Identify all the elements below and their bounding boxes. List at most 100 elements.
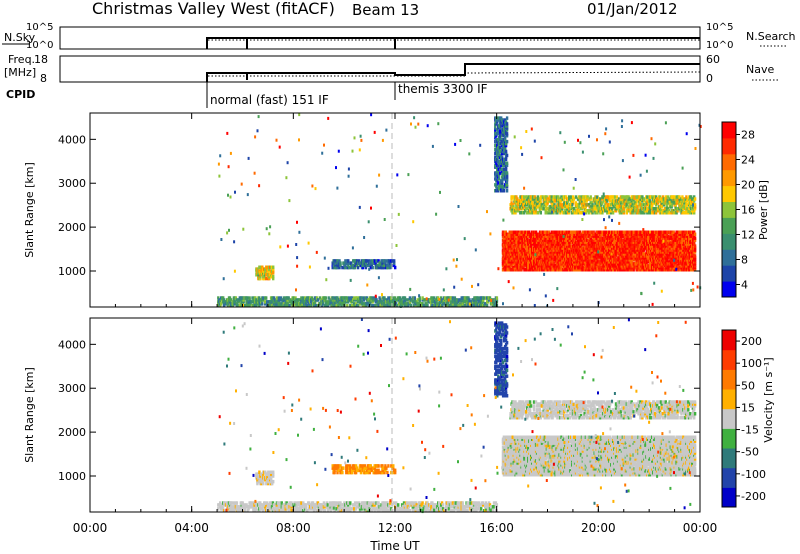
range-gate-cell <box>649 240 652 244</box>
range-gate-cell <box>693 260 697 264</box>
range-gate-cell <box>597 234 600 238</box>
range-gate-cell <box>407 298 411 302</box>
range-gate-cell <box>677 258 680 262</box>
range-gate-cell <box>692 238 695 242</box>
range-gate-cell <box>608 205 611 209</box>
range-gate-cell <box>664 244 668 248</box>
range-gate-cell <box>350 265 353 270</box>
range-gate-cell <box>300 298 303 302</box>
range-gate-cell <box>585 199 588 203</box>
range-gate-cell <box>356 300 360 304</box>
range-gate-cell <box>547 238 550 242</box>
range-gate-cell <box>533 201 537 205</box>
range-gate-cell <box>536 201 540 205</box>
range-gate-cell <box>440 296 443 300</box>
range-gate-cell <box>225 300 229 304</box>
range-gate-cell <box>581 250 585 254</box>
range-gate-cell <box>602 248 605 252</box>
range-gate-cell <box>604 209 607 213</box>
range-gate-cell <box>587 211 590 215</box>
range-gate-cell <box>598 199 601 203</box>
range-gate-cell <box>399 298 403 302</box>
range-gate-cell <box>639 246 642 250</box>
range-gate-cell <box>624 260 628 264</box>
range-gate-cell <box>550 195 553 199</box>
range-gate-cell <box>304 296 307 300</box>
range-gate-cell <box>613 195 617 199</box>
range-gate-cell <box>302 298 305 302</box>
range-gate-cell <box>598 256 601 260</box>
range-gate-cell <box>600 240 603 244</box>
range-gate-cell <box>651 264 654 268</box>
range-gate-cell <box>385 300 388 304</box>
range-gate-cell <box>222 304 226 308</box>
range-gate-cell <box>413 300 416 304</box>
range-gate-cell <box>590 201 593 205</box>
range-gate-cell <box>302 296 305 300</box>
range-gate-cell <box>379 298 382 302</box>
range-gate-cell <box>527 211 530 215</box>
range-gate-cell <box>558 201 561 205</box>
range-gate-cell <box>310 300 313 304</box>
range-gate-cell <box>513 248 516 252</box>
range-gate-cell <box>565 232 568 236</box>
range-gate-cell <box>245 302 248 306</box>
range-gate-cell <box>551 207 554 211</box>
range-gate-cell <box>355 263 359 268</box>
range-gate-cell <box>481 302 484 306</box>
range-gate-cell <box>597 238 600 242</box>
range-gate-cell <box>582 266 586 270</box>
range-gate-cell <box>689 258 692 262</box>
range-gate-cell <box>258 269 261 273</box>
range-gate-cell <box>409 304 413 308</box>
range-gate-cell <box>589 236 592 240</box>
range-gate-cell <box>526 254 529 258</box>
range-gate-cell <box>584 236 588 240</box>
range-gate-cell <box>219 300 222 304</box>
range-gate-cell <box>520 268 523 272</box>
range-gate-cell <box>643 230 646 234</box>
range-gate-cell <box>514 211 517 215</box>
range-gate-cell <box>308 302 311 306</box>
range-gate-cell <box>567 252 570 256</box>
range-gate-cell <box>553 203 556 207</box>
range-gate-cell <box>665 232 668 236</box>
range-gate-cell <box>282 302 285 306</box>
range-gate-cell <box>660 236 664 240</box>
range-gate-cell <box>584 262 588 266</box>
range-gate-cell <box>537 266 541 270</box>
range-gate-cell <box>602 238 605 242</box>
range-gate-cell <box>255 302 258 306</box>
range-gate-cell <box>510 254 513 258</box>
range-gate-cell <box>634 250 637 254</box>
range-gate-cell <box>526 201 529 205</box>
range-gate-cell <box>270 298 274 302</box>
range-gate-cell <box>532 199 536 203</box>
range-gate-cell <box>414 302 417 306</box>
range-gate-cell <box>554 195 557 199</box>
range-gate-cell <box>687 258 690 262</box>
range-gate-cell <box>673 242 676 246</box>
range-gate-cell <box>586 230 589 234</box>
range-gate-cell <box>663 250 667 254</box>
range-gate-cell <box>449 300 453 304</box>
range-gate-cell <box>532 211 536 215</box>
range-gate-cell <box>293 298 296 302</box>
range-gate-cell <box>557 199 560 203</box>
range-gate-cell <box>554 209 557 213</box>
range-gate-cell <box>622 240 626 244</box>
range-gate-cell <box>249 302 252 306</box>
range-gate-cell <box>527 242 530 246</box>
range-gate-cell <box>561 207 564 211</box>
range-gate-cell <box>670 230 673 234</box>
range-gate-cell <box>672 244 675 248</box>
range-gate-cell <box>536 248 540 252</box>
range-gate-cell <box>493 302 497 306</box>
range-gate-cell <box>548 256 551 260</box>
range-gate-cell <box>484 302 488 306</box>
range-gate-cell <box>453 296 457 300</box>
range-gate-cell <box>525 256 528 260</box>
range-gate-cell <box>674 240 677 244</box>
range-gate-cell <box>603 240 606 244</box>
range-gate-cell <box>693 232 697 236</box>
